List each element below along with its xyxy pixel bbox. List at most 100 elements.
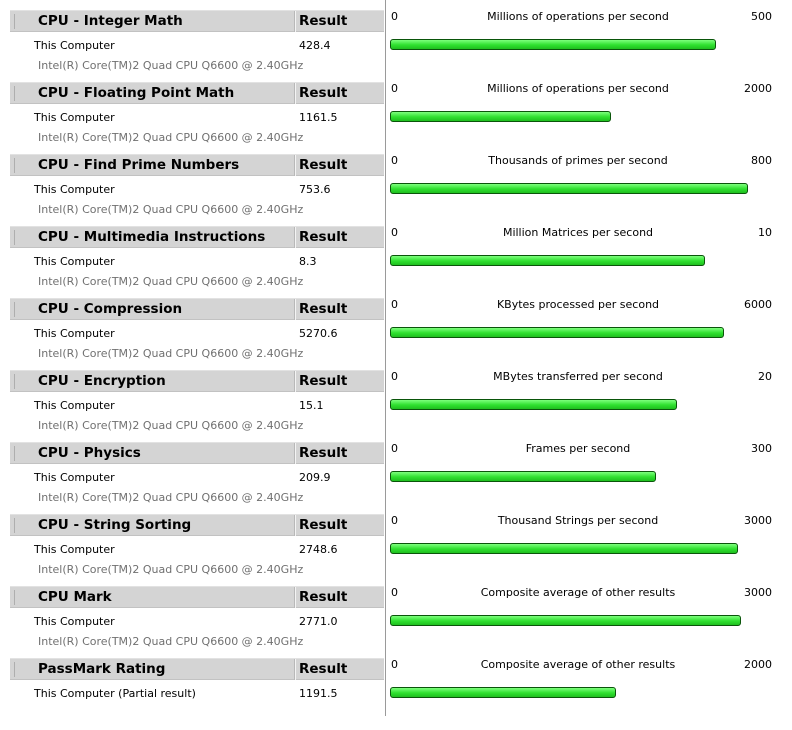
cpu-model: Intel(R) Core(TM)2 Quad CPU Q6600 @ 2.40… xyxy=(38,131,304,144)
cpu-chip-icon xyxy=(13,158,405,184)
cpu-chip-icon xyxy=(13,446,405,472)
result-column-header: Result xyxy=(299,229,348,245)
result-bar xyxy=(390,111,611,122)
scale-max: 2000 xyxy=(744,658,772,671)
result-header: CPU - Encryption Result xyxy=(10,370,405,400)
computer-name: This Computer xyxy=(34,255,115,268)
computer-name: This Computer xyxy=(34,327,115,340)
result-bar xyxy=(390,183,748,194)
result-row[interactable]: CPU Mark Result This Computer Intel(R) Core… xyxy=(0,586,792,658)
result-value: 1191.5 xyxy=(299,687,338,700)
result-header: PassMark Rating Result xyxy=(10,658,405,688)
result-bar xyxy=(390,471,656,482)
test-title: CPU Mark xyxy=(38,589,112,605)
result-bar xyxy=(390,255,705,266)
test-title: CPU - Physics xyxy=(38,445,141,461)
scale-axis: 0 Composite average of other results 2000 xyxy=(386,658,780,684)
header-separator xyxy=(294,299,296,320)
result-header: CPU - Physics Result xyxy=(10,442,405,472)
cpu-model: Intel(R) Core(TM)2 Quad CPU Q6600 @ 2.40… xyxy=(38,275,304,288)
cpu-chip-icon xyxy=(13,86,405,112)
scale-min: 0 xyxy=(391,370,398,383)
computer-name: This Computer xyxy=(34,543,115,556)
cpu-chip-icon xyxy=(13,14,405,40)
scale-unit: Thousands of primes per second xyxy=(488,154,668,167)
scale-max: 300 xyxy=(751,442,772,455)
result-row[interactable]: CPU - Integer Math Result This Computer Int… xyxy=(0,10,792,82)
scale-min: 0 xyxy=(391,154,398,167)
header-separator xyxy=(294,443,296,464)
scale-unit: Frames per second xyxy=(525,442,631,455)
result-header: CPU Mark Result xyxy=(10,586,405,616)
result-bar xyxy=(390,687,616,698)
scale-max: 800 xyxy=(751,154,772,167)
scale-unit: Millions of operations per second xyxy=(487,10,669,23)
cpu-model: Intel(R) Core(TM)2 Quad CPU Q6600 @ 2.40… xyxy=(38,419,304,432)
scale-max: 10 xyxy=(758,226,772,239)
result-row[interactable]: CPU - Compression Result This Computer Inte… xyxy=(0,298,792,370)
result-value: 209.9 xyxy=(299,471,331,484)
result-header: CPU - Compression Result xyxy=(10,298,405,328)
header-separator xyxy=(294,155,296,176)
computer-name: This Computer xyxy=(34,615,115,628)
cpu-chip-icon xyxy=(13,230,405,256)
result-row[interactable]: PassMark Rating Result This Computer (Part… xyxy=(0,658,792,730)
column-divider xyxy=(385,0,386,716)
test-title: CPU - Multimedia Instructions xyxy=(38,229,266,245)
test-title: CPU - Integer Math xyxy=(38,13,183,29)
cpu-model: Intel(R) Core(TM)2 Quad CPU Q6600 @ 2.40… xyxy=(38,59,304,72)
scale-min: 0 xyxy=(391,226,398,239)
computer-name: This Computer xyxy=(34,39,115,52)
header-separator xyxy=(294,227,296,248)
result-column-header: Result xyxy=(299,517,348,533)
header-separator xyxy=(294,11,296,32)
computer-name: This Computer xyxy=(34,111,115,124)
scale-unit: Million Matrices per second xyxy=(502,226,654,239)
result-header: CPU - Find Prime Numbers Result xyxy=(10,154,405,184)
scale-axis: 0 Thousand Strings per second 3000 xyxy=(386,514,780,540)
scale-max: 2000 xyxy=(744,82,772,95)
result-header: CPU - Multimedia Instructions Result xyxy=(10,226,405,256)
scale-unit: Millions of operations per second xyxy=(487,82,669,95)
result-value: 8.3 xyxy=(299,255,317,268)
result-row[interactable]: CPU - Encryption Result This Computer Intel… xyxy=(0,370,792,442)
result-value: 2748.6 xyxy=(299,543,338,556)
result-column-header: Result xyxy=(299,445,348,461)
result-row[interactable]: CPU - Physics Result This Computer Intel(R)… xyxy=(0,442,792,514)
result-row[interactable]: CPU - Floating Point Math Result This Comp… xyxy=(0,82,792,154)
scale-min: 0 xyxy=(391,586,398,599)
scale-axis: 0 Thousands of primes per second 800 xyxy=(386,154,780,180)
scale-axis: 0 Frames per second 300 xyxy=(386,442,780,468)
header-separator xyxy=(294,587,296,608)
computer-name: This Computer (Partial result) xyxy=(34,687,196,700)
result-column-header: Result xyxy=(299,85,348,101)
scale-min: 0 xyxy=(391,82,398,95)
test-title: CPU - String Sorting xyxy=(38,517,192,533)
result-column-header: Result xyxy=(299,661,348,677)
scale-min: 0 xyxy=(391,658,398,671)
result-column-header: Result xyxy=(299,301,348,317)
result-bar xyxy=(390,543,738,554)
test-title: PassMark Rating xyxy=(38,661,166,677)
scale-unit: Composite average of other results xyxy=(480,658,676,671)
result-row[interactable]: CPU - Multimedia Instructions Result This … xyxy=(0,226,792,298)
scale-max: 3000 xyxy=(744,514,772,527)
result-column-header: Result xyxy=(299,13,348,29)
test-title: CPU - Encryption xyxy=(38,373,166,389)
cpu-model: Intel(R) Core(TM)2 Quad CPU Q6600 @ 2.40… xyxy=(38,347,304,360)
computer-name: This Computer xyxy=(34,471,115,484)
scale-unit: KBytes processed per second xyxy=(496,298,660,311)
result-row[interactable]: CPU - Find Prime Numbers Result This Compu… xyxy=(0,154,792,226)
test-title: CPU - Find Prime Numbers xyxy=(38,157,240,173)
test-title: CPU - Compression xyxy=(38,301,183,317)
passmark-rating-icon xyxy=(13,662,405,688)
scale-min: 0 xyxy=(391,514,398,527)
scale-min: 0 xyxy=(391,10,398,23)
scale-max: 500 xyxy=(751,10,772,23)
result-row[interactable]: CPU - String Sorting Result This Computer I… xyxy=(0,514,792,586)
result-column-header: Result xyxy=(299,373,348,389)
header-separator xyxy=(294,515,296,536)
scale-axis: 0 Millions of operations per second 2000 xyxy=(386,82,780,108)
result-value: 1161.5 xyxy=(299,111,338,124)
scale-min: 0 xyxy=(391,442,398,455)
